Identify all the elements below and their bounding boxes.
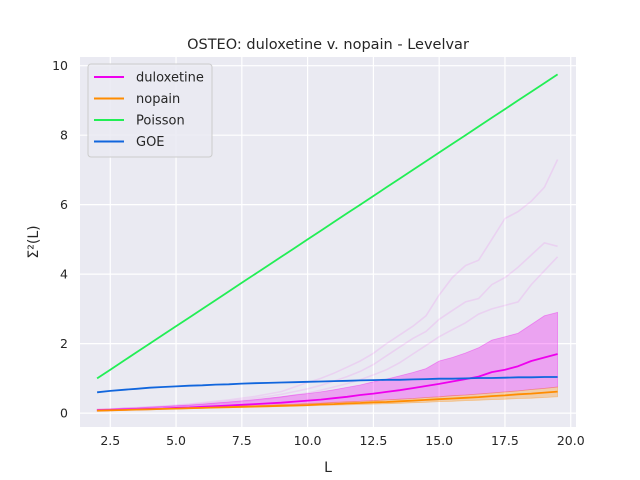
x-tick-label: 2.5 [100, 433, 120, 448]
faint-traces [97, 159, 559, 411]
chart-title: OSTEO: duloxetine v. nopain - Levelvar [187, 37, 469, 53]
x-tick-label: 5.0 [166, 433, 186, 448]
grid [80, 57, 576, 427]
y-tick-label: 0 [60, 406, 68, 421]
series-lines [96, 73, 559, 412]
x-axis-label: L [324, 460, 332, 476]
x-tick-label: 7.5 [232, 433, 252, 448]
x-tick-labels: 2.5 5.0 7.5 10.0 12.5 15.0 17.5 20.0 [100, 433, 584, 448]
line-GOE [97, 376, 558, 394]
x-tick-label: 10.0 [294, 433, 322, 448]
x-tick-label: 17.5 [491, 433, 519, 448]
x-tick-label: 15.0 [425, 433, 453, 448]
faint-trace [97, 159, 559, 411]
y-tick-label: 6 [60, 197, 68, 212]
y-tick-labels: 0 2 4 6 8 10 [52, 58, 68, 420]
legend-box [87, 63, 213, 158]
faint-trace [97, 256, 559, 411]
legend-items: duloxetine nopain Poisson GOE [94, 71, 204, 150]
legend-label: Poisson [136, 114, 185, 129]
y-tick-label: 2 [60, 336, 68, 351]
y-tick-label: 8 [60, 128, 68, 143]
x-tick-label: 12.5 [359, 433, 387, 448]
legend: duloxetine nopain Poisson GOE [87, 63, 213, 158]
line-nopain [97, 390, 558, 412]
faint-trace [97, 242, 558, 411]
legend-label: GOE [136, 135, 165, 150]
line-Poisson [96, 73, 559, 380]
y-tick-label: 4 [60, 267, 68, 282]
y-tick-label: 10 [52, 58, 68, 73]
y-axis-label: Σ²(L) [26, 225, 42, 258]
x-tick-label: 20.0 [557, 433, 585, 448]
legend-label: nopain [136, 92, 180, 107]
legend-label: duloxetine [136, 71, 204, 86]
